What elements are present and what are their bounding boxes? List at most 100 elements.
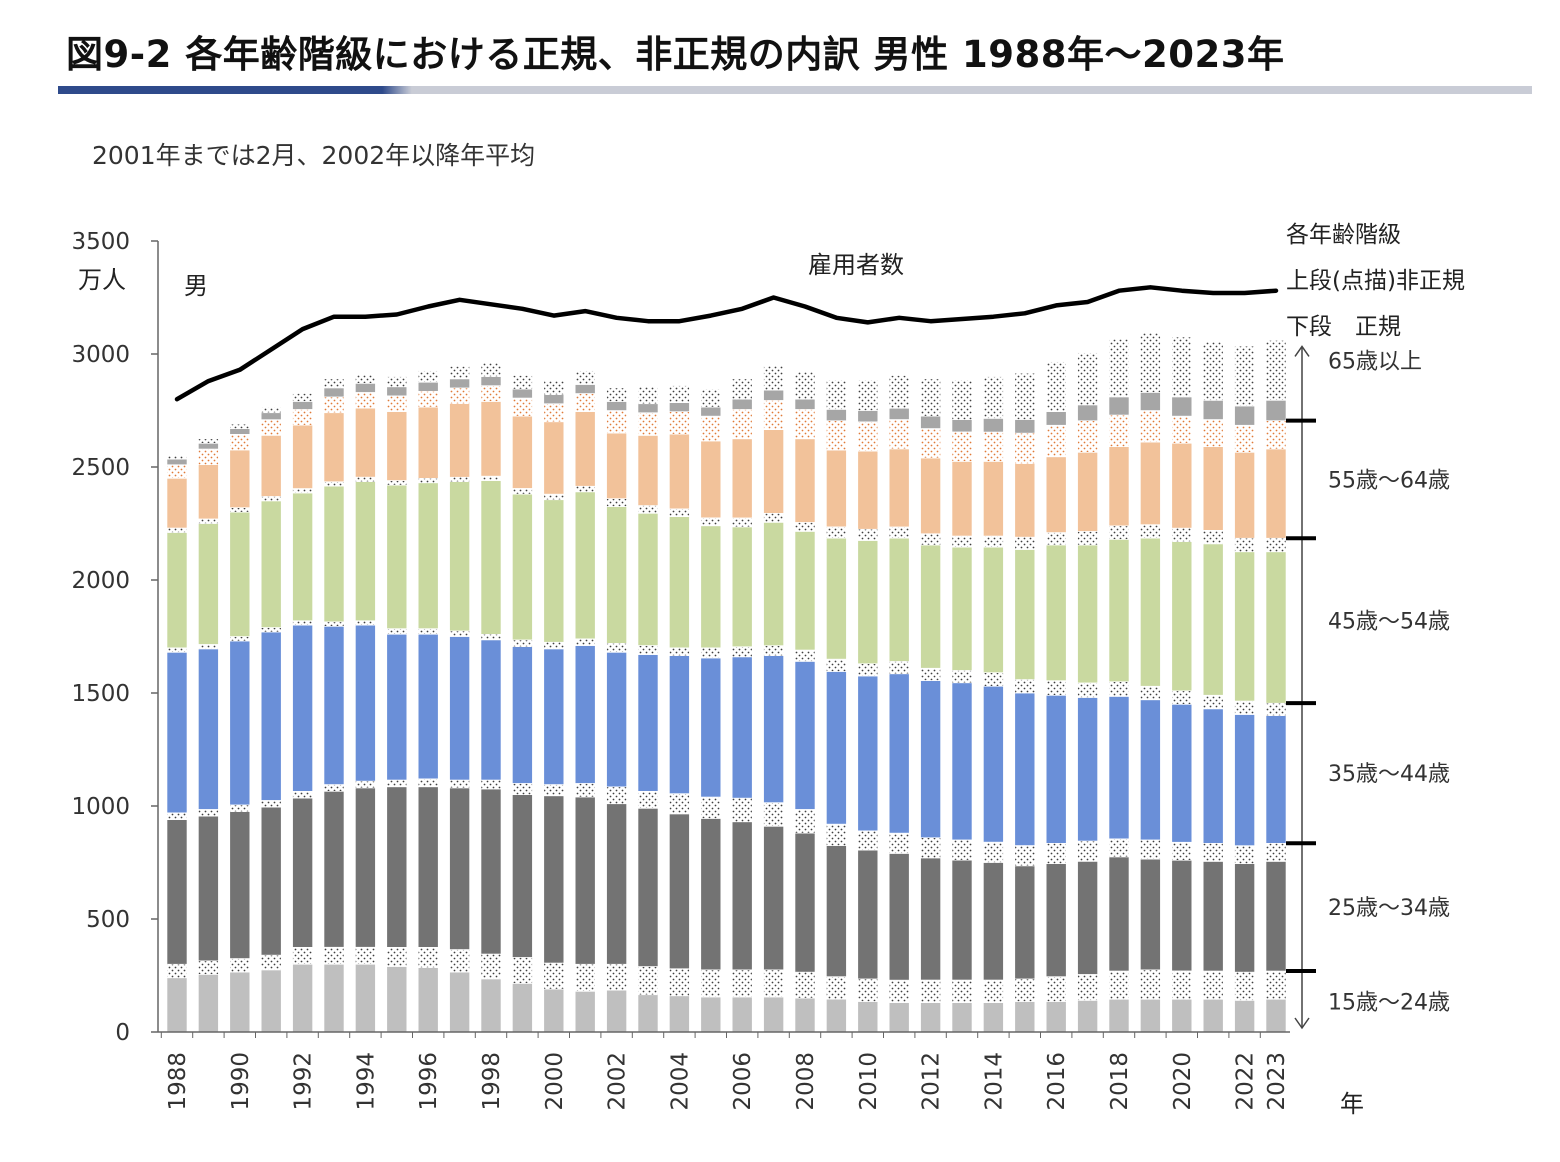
bar-segment-nonregular-2023-4 (1265, 420, 1287, 450)
bar-segment-regular-1989-5 (198, 442, 219, 450)
bar-segment-regular-2016-0 (1045, 1001, 1067, 1033)
bar-segment-regular-2006-0 (731, 996, 753, 1033)
bar-segment-regular-2002-5 (606, 401, 627, 411)
bar-segment-nonregular-1990-5 (229, 423, 251, 429)
bar-segment-regular-2000-2 (543, 648, 565, 785)
bar-segment-nonregular-2005-5 (700, 388, 722, 408)
bar-segment-regular-2012-1 (920, 857, 941, 981)
y-tick-label: 2000 (71, 568, 130, 594)
bar-segment-nonregular-2020-0 (1171, 970, 1193, 1000)
bar-segment-nonregular-2007-3 (763, 512, 784, 523)
bar-segment-regular-2007-2 (763, 655, 784, 803)
bar-segment-regular-1990-1 (229, 811, 251, 959)
bar-segment-nonregular-2009-1 (826, 823, 847, 846)
bar-segment-regular-2019-5 (1140, 392, 1161, 411)
bar-segment-nonregular-2022-5 (1234, 345, 1255, 407)
bar-segment-regular-2016-5 (1045, 411, 1067, 426)
bar-segment-regular-1992-2 (292, 624, 313, 792)
x-tick-label: 1994 (353, 1052, 379, 1111)
bar-segment-regular-2019-4 (1140, 441, 1161, 525)
bar-segment-nonregular-2022-0 (1234, 971, 1255, 1001)
bar-segment-nonregular-2014-0 (983, 979, 1004, 1003)
bar-segment-regular-2012-4 (920, 457, 941, 534)
bar-segment-nonregular-1997-2 (449, 630, 470, 637)
bar-stack-1998 (480, 362, 502, 1033)
bar-segment-nonregular-2016-1 (1045, 842, 1067, 864)
x-tick-label: 1998 (479, 1052, 505, 1111)
bar-segment-regular-2010-5 (857, 410, 879, 423)
bar-segment-regular-2004-2 (669, 655, 690, 794)
bar-segment-nonregular-1992-1 (292, 790, 313, 799)
bar-segment-regular-2002-0 (606, 989, 627, 1033)
bar-segment-nonregular-2006-1 (731, 797, 753, 823)
bar-segment-nonregular-2016-3 (1045, 532, 1067, 546)
bar-segment-nonregular-2000-2 (543, 641, 565, 650)
bar-segment-nonregular-2016-4 (1045, 424, 1067, 458)
bar-segment-nonregular-1995-3 (386, 480, 408, 486)
bar-segment-regular-1988-0 (166, 977, 188, 1033)
bar-segment-regular-2000-4 (543, 421, 565, 495)
bar-segment-nonregular-1991-0 (260, 954, 282, 971)
bar-segment-regular-2007-0 (763, 996, 784, 1033)
bar-segment-nonregular-2008-1 (794, 809, 816, 834)
bar-segment-regular-2018-1 (1108, 856, 1130, 972)
bar-segment-nonregular-2014-3 (983, 535, 1004, 548)
bar-segment-regular-2013-2 (951, 682, 973, 841)
line-layer (174, 285, 1279, 402)
bar-segment-regular-2004-3 (669, 516, 690, 649)
bar-segment-regular-2002-2 (606, 651, 627, 788)
legend-upper: 上段(点描)非正規 (1286, 268, 1465, 294)
bar-segment-regular-2005-5 (700, 406, 722, 417)
bar-segment-nonregular-1999-0 (512, 957, 533, 984)
bar-segment-nonregular-1991-5 (260, 406, 282, 414)
bar-segment-nonregular-2018-2 (1108, 681, 1130, 697)
bar-segment-regular-1990-4 (229, 449, 251, 508)
bar-segment-nonregular-2000-5 (543, 380, 565, 396)
bar-segment-regular-1996-2 (417, 633, 439, 780)
bar-segment-regular-2005-2 (700, 657, 722, 798)
bar-segment-nonregular-2008-2 (794, 649, 816, 662)
gender-label: 男 (184, 272, 208, 300)
bar-segment-nonregular-2014-2 (983, 672, 1004, 687)
bar-segment-nonregular-1992-3 (292, 488, 313, 494)
bar-segment-nonregular-2010-1 (857, 830, 879, 851)
age-group-label: 55歳～64歳 (1328, 468, 1450, 493)
bar-segment-nonregular-1995-2 (386, 628, 408, 635)
bar-segment-nonregular-2000-3 (543, 493, 565, 501)
bar-stack-2012 (920, 378, 941, 1033)
bar-segment-nonregular-1991-2 (260, 627, 282, 633)
line-series-total (174, 285, 1279, 402)
bar-segment-nonregular-2020-3 (1171, 527, 1193, 542)
bar-segment-nonregular-2014-1 (983, 841, 1004, 863)
x-ticks: 1988 1990 1992 1994 1996 1998 2000 2002 2004 2006… (160, 1032, 1290, 1111)
bar-segment-nonregular-2011-0 (888, 979, 910, 1003)
bar-stack-1994 (355, 373, 376, 1033)
y-ticks: 0 500 1000 1500 2000 2500 3000 3500 (71, 229, 158, 1046)
bar-segment-regular-2012-2 (920, 680, 941, 838)
bar-segment-nonregular-1990-1 (229, 804, 251, 813)
bar-segment-nonregular-2008-4 (794, 409, 816, 440)
bar-segment-nonregular-2023-1 (1265, 842, 1287, 862)
bar-segment-nonregular-1991-3 (260, 496, 282, 502)
bar-segment-nonregular-2003-1 (637, 790, 659, 809)
bar-segment-nonregular-1999-1 (512, 783, 533, 796)
bar-segment-nonregular-2001-2 (574, 638, 596, 646)
bar-segment-regular-2008-2 (794, 661, 816, 810)
bar-segment-regular-1991-4 (260, 435, 282, 497)
bar-segment-nonregular-2010-2 (857, 663, 879, 677)
bar-segment-nonregular-2012-0 (920, 979, 941, 1003)
bar-segment-nonregular-2021-0 (1202, 970, 1224, 1000)
bar-segment-nonregular-2020-2 (1171, 690, 1193, 705)
bar-segment-regular-2023-2 (1265, 715, 1287, 844)
bar-segment-nonregular-2003-5 (637, 386, 659, 405)
bar-segment-regular-1990-2 (229, 640, 251, 806)
bar-segment-regular-2021-0 (1202, 998, 1224, 1033)
title-underline (58, 86, 1532, 94)
x-tick-label: 2002 (605, 1052, 631, 1111)
bar-segment-nonregular-1990-0 (229, 958, 251, 973)
bar-segment-regular-2008-3 (794, 531, 816, 651)
bar-segment-nonregular-2016-2 (1045, 680, 1067, 696)
bar-segment-nonregular-1994-2 (355, 620, 376, 626)
x-tick-label: 2010 (856, 1052, 882, 1111)
bar-segment-nonregular-1992-4 (292, 409, 313, 426)
